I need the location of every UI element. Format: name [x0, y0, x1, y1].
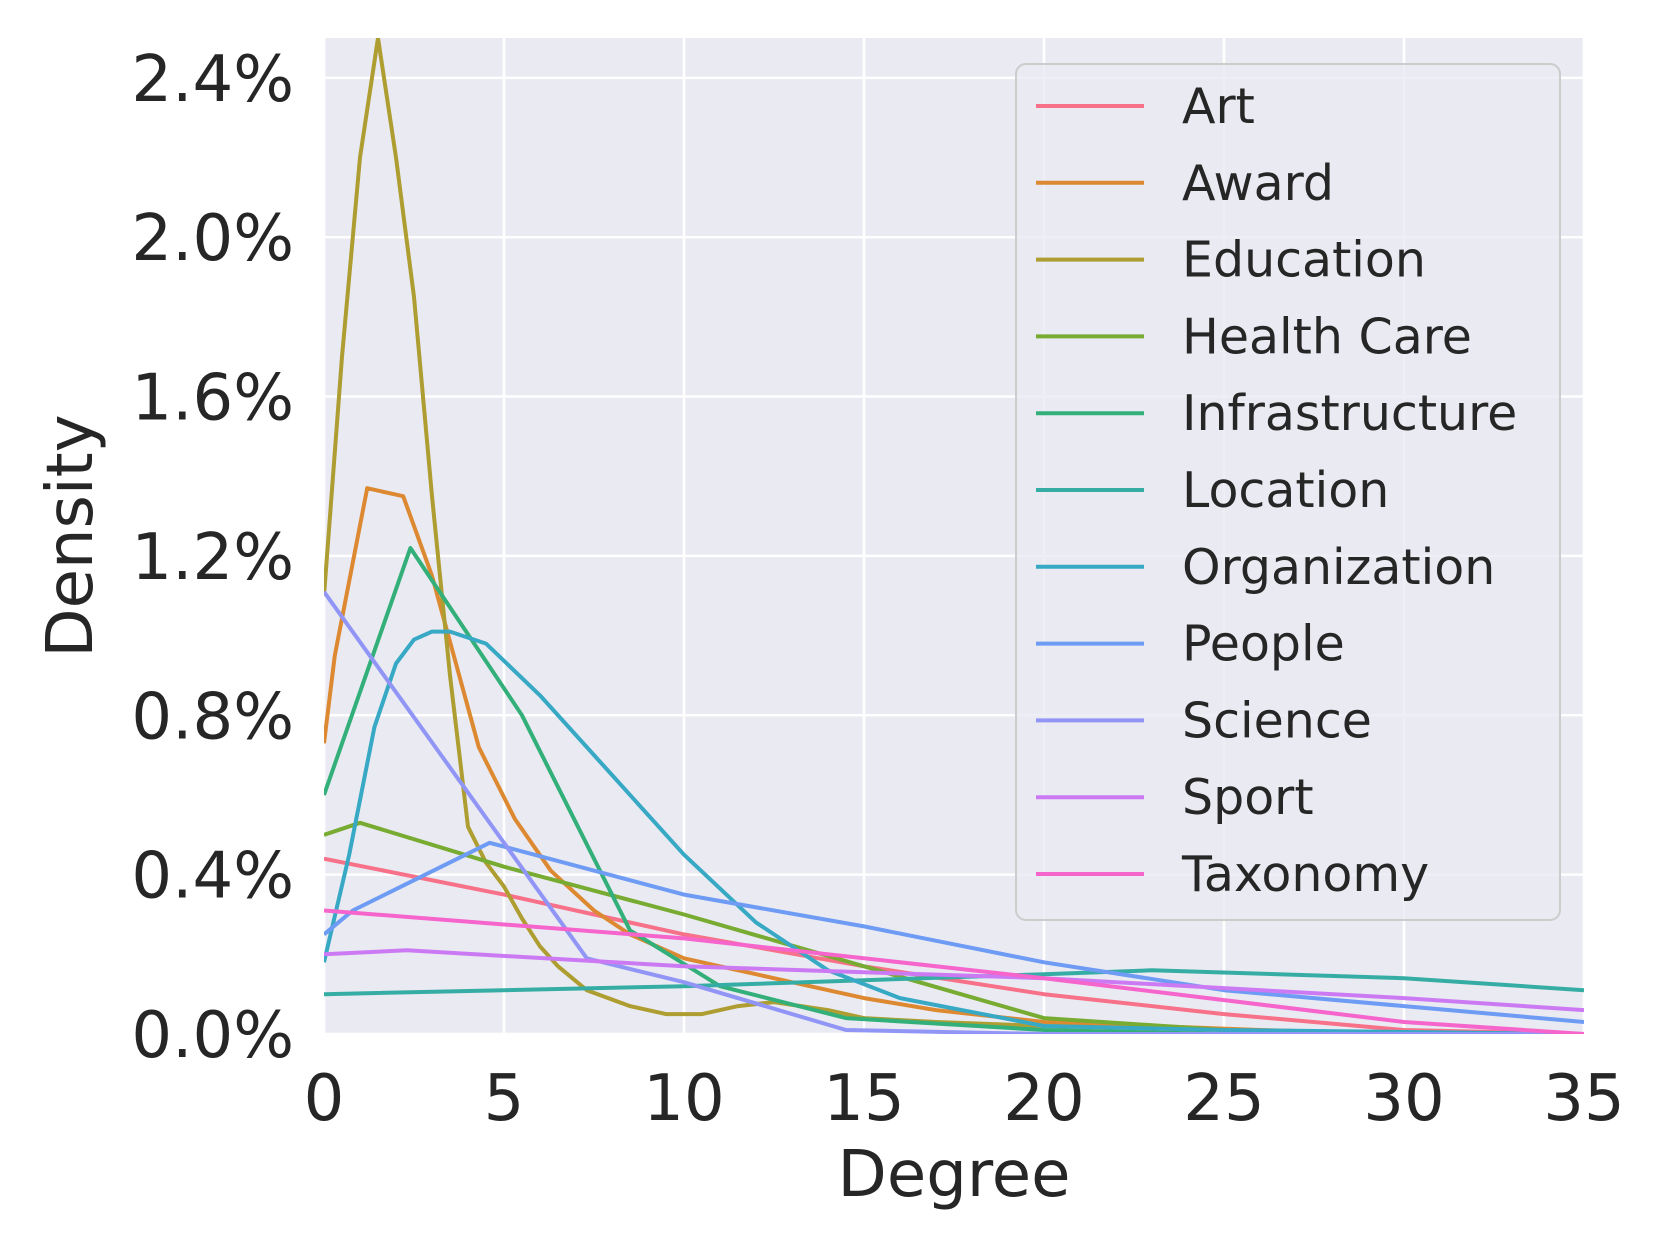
x-tick-label: 15 — [823, 1062, 904, 1136]
x-tick-label: 5 — [484, 1062, 525, 1136]
series-line-sport — [324, 948, 1584, 1013]
legend-label: Science — [1182, 692, 1372, 749]
legend-label: Infrastructure — [1182, 385, 1517, 442]
legend-label: Organization — [1182, 539, 1495, 596]
y-tick-label: 2.4% — [131, 43, 294, 117]
x-tick-label: 0 — [304, 1062, 345, 1136]
y-tick-label: 2.0% — [131, 202, 294, 276]
x-tick-label: 30 — [1363, 1062, 1444, 1136]
y-tick-label: 0.0% — [131, 999, 294, 1073]
x-tick-label: 35 — [1543, 1062, 1624, 1136]
series-line-art — [324, 856, 1584, 1034]
legend-label: Art — [1182, 78, 1255, 135]
x-tick-label: 20 — [1003, 1062, 1084, 1136]
y-tick-label: 1.2% — [131, 521, 294, 595]
x-tick-labels: 0 5 10 15 20 25 30 35 — [304, 1062, 1625, 1136]
series-line-taxonomy — [324, 908, 1584, 1034]
y-axis-label: Density — [34, 414, 108, 657]
y-tick-labels: 0.0% 0.4% 0.8% 1.2% 1.6% 2.0% 2.4% — [131, 43, 294, 1073]
legend-label: Health Care — [1182, 308, 1472, 365]
x-tick-label: 10 — [643, 1062, 724, 1136]
series-line-people — [324, 840, 1584, 1024]
legend-label: Education — [1182, 232, 1426, 289]
legend-label: Taxonomy — [1181, 846, 1429, 903]
legend-label: People — [1182, 616, 1345, 673]
x-tick-label: 25 — [1183, 1062, 1264, 1136]
legend-label: Location — [1182, 462, 1389, 519]
legend-box — [1015, 63, 1561, 921]
legend-label: Award — [1182, 155, 1334, 212]
y-tick-label: 1.6% — [131, 362, 294, 436]
y-tick-label: 0.8% — [131, 680, 294, 754]
y-tick-label: 0.4% — [131, 840, 294, 914]
legend-label: Sport — [1182, 769, 1314, 826]
x-axis-label: Degree — [838, 1138, 1071, 1212]
legend: Art Award Education Health Care Infrastructu… — [1015, 63, 1561, 921]
series-line-science — [324, 590, 1584, 1034]
series-lines — [324, 38, 1584, 1034]
